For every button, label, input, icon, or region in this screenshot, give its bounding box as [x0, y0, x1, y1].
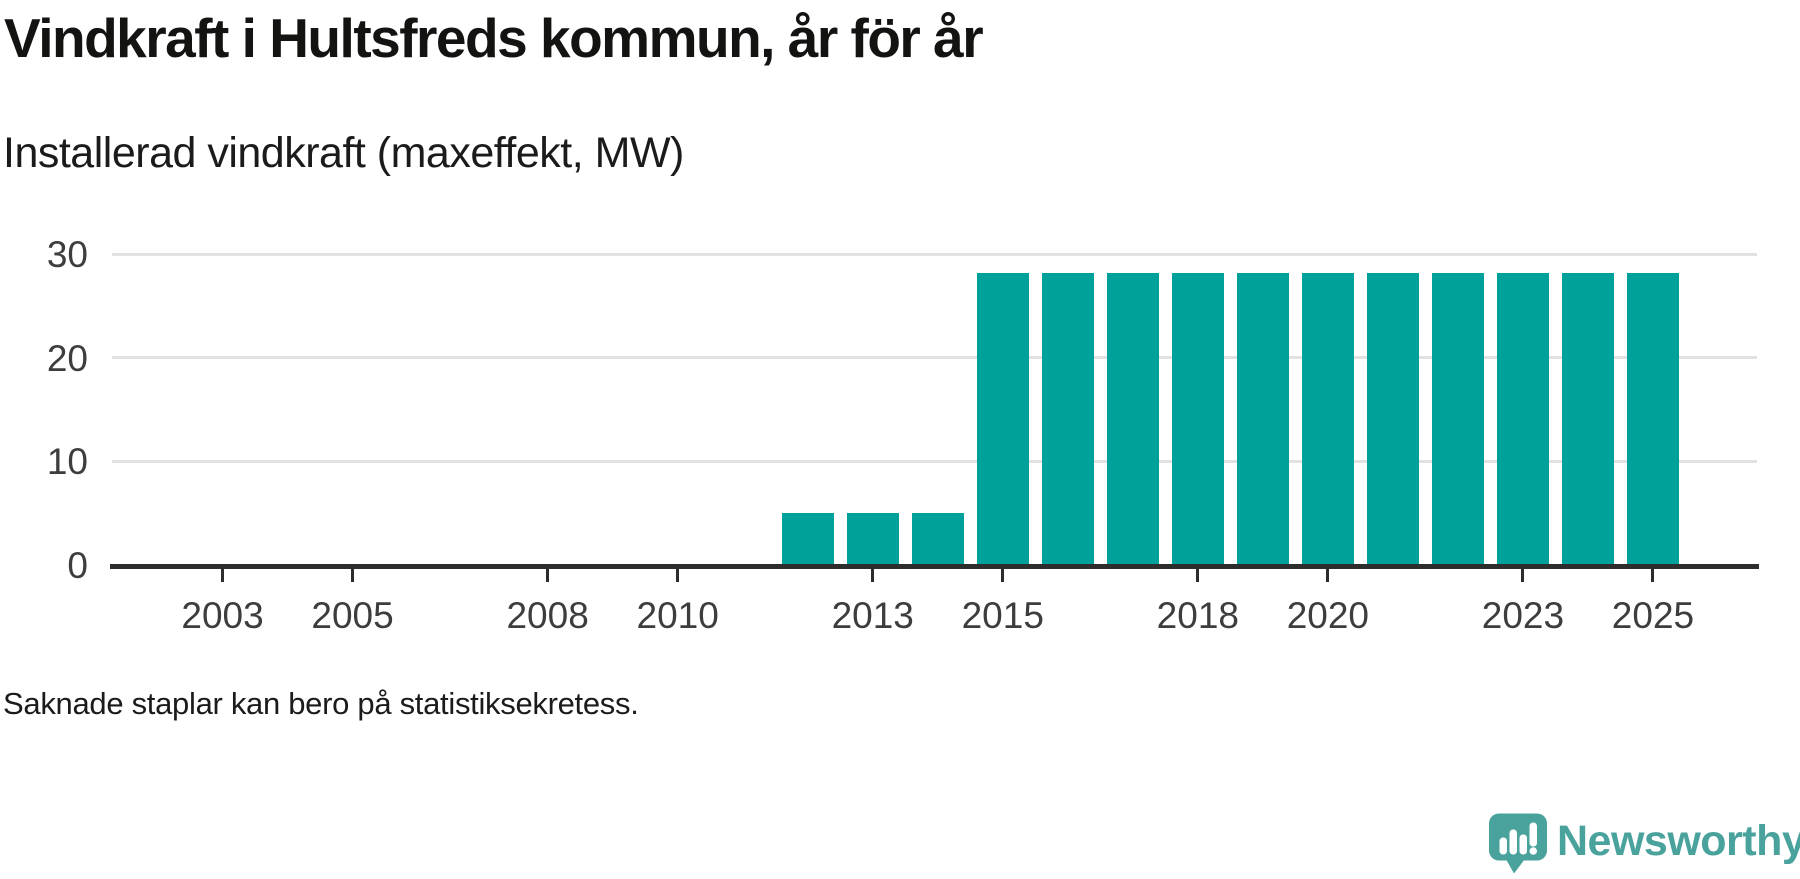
bar-year-2020: [1301, 272, 1354, 565]
x-axis-tick-label: 2018: [1156, 595, 1239, 636]
newsworthy-speech-bubble-bar-chart-icon: [1489, 813, 1547, 874]
x-axis-tick-label: 2023: [1481, 595, 1565, 636]
x-axis-tick: [676, 569, 680, 582]
x-axis-line: [110, 564, 1759, 569]
bar-year-2022: [1431, 272, 1484, 565]
bar-year-2021: [1366, 272, 1419, 565]
bar-year-2023: [1496, 272, 1549, 565]
x-axis-tick-label: 2025: [1611, 595, 1695, 636]
newsworthy-logo: Newsworthy: [1489, 812, 1800, 876]
y-axis-tick-label: 10: [46, 441, 88, 483]
bar-year-2013: [846, 513, 899, 565]
x-axis-tick-label: 2015: [961, 595, 1044, 636]
chart-subtitle: Installerad vindkraft (maxeffekt, MW): [3, 129, 684, 177]
chart-title: Vindkraft i Hultsfreds kommun, år för år: [4, 7, 984, 69]
x-axis-tick-label: 2020: [1286, 595, 1370, 636]
bar-year-2025: [1626, 272, 1679, 565]
y-gridline: [112, 459, 1757, 463]
x-axis-tick: [1326, 569, 1330, 582]
y-gridline: [112, 356, 1757, 360]
y-gridline: [112, 252, 1757, 256]
x-axis-tick: [1521, 569, 1525, 582]
bar-year-2019: [1236, 272, 1289, 565]
y-axis-tick-label: 20: [46, 337, 88, 379]
chart-footnote: Saknade staplar kan bero på statistiksek…: [3, 686, 639, 721]
x-axis-tick-label: 2010: [636, 595, 719, 636]
bar-year-2024: [1561, 272, 1614, 565]
bar-year-2016: [1041, 272, 1094, 565]
y-axis-tick-label: 30: [46, 234, 88, 275]
bar-year-2015: [976, 272, 1029, 565]
x-axis-tick-label: 2013: [831, 595, 914, 636]
x-axis-tick: [221, 569, 225, 582]
x-axis-tick-label: 2005: [311, 595, 394, 636]
x-axis-tick: [1651, 569, 1655, 582]
bar-year-2014: [911, 513, 964, 565]
x-axis-tick: [351, 569, 355, 582]
x-axis-tick: [1001, 569, 1005, 582]
y-axis-tick-label: 0: [67, 545, 88, 586]
bar-year-2012: [781, 513, 834, 565]
x-axis-tick: [871, 569, 875, 582]
x-axis-tick-label: 2008: [506, 595, 589, 636]
x-axis-tick: [546, 569, 550, 582]
x-axis-tick: [1196, 569, 1200, 582]
bar-year-2017: [1106, 272, 1159, 565]
x-axis-tick-label: 2003: [181, 595, 264, 636]
bar-year-2018: [1171, 272, 1224, 565]
newsworthy-logo-text: Newsworthy: [1557, 817, 1800, 865]
